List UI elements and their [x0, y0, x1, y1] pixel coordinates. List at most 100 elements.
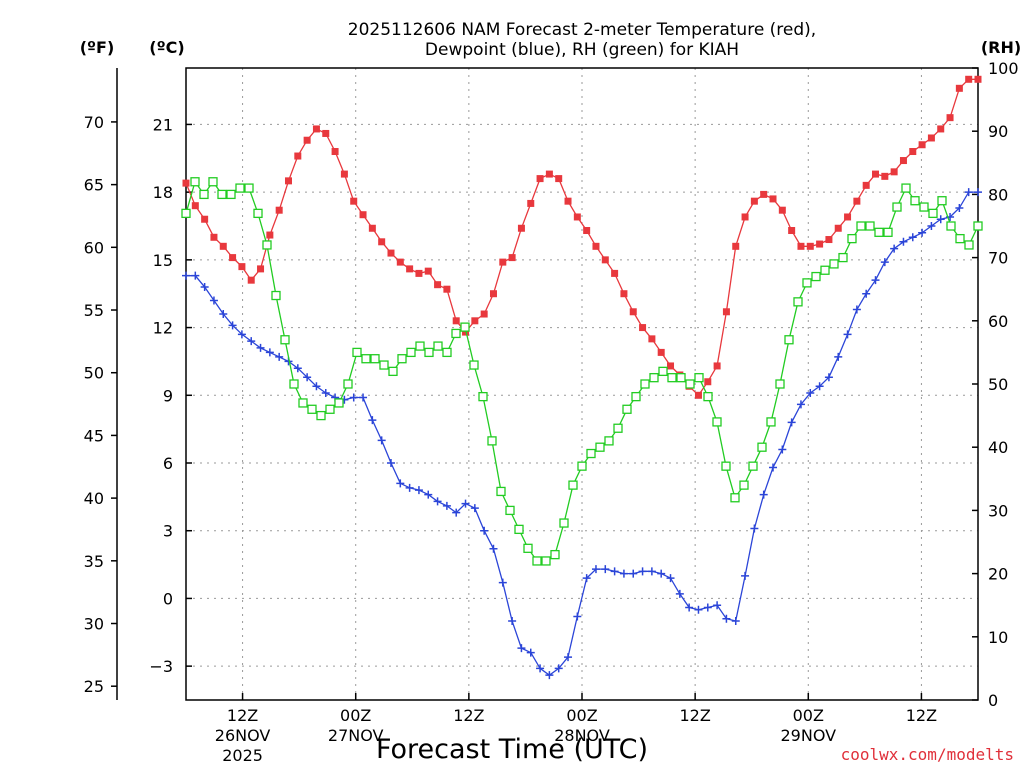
rh-point [460, 322, 470, 332]
rh-point [550, 549, 560, 560]
rh-point [604, 436, 614, 446]
temperature-point [965, 75, 973, 83]
dewpoint-point [545, 671, 554, 680]
dewpoint-point [489, 544, 498, 553]
dewpoint-point [191, 271, 200, 280]
rh-point [847, 233, 857, 244]
dewpoint-point [591, 565, 600, 574]
dewpoint-point [536, 664, 545, 673]
rh-point [532, 556, 542, 566]
rh-point [703, 391, 713, 402]
rh-line [185, 180, 979, 562]
dewpoint-line [186, 191, 978, 677]
dewpoint-point [936, 215, 945, 224]
temperature-point [489, 290, 497, 298]
rh-tick-label: 60 [988, 312, 1008, 331]
temperature-point [359, 211, 367, 219]
rh-point [433, 341, 443, 351]
chart-title-line-1: 2025112606 NAM Forecast 2-meter Temperat… [348, 20, 816, 40]
dewpoint-point [508, 617, 517, 625]
dewpoint-point [815, 382, 824, 391]
dewpoint-point [899, 237, 908, 246]
temperature-point [406, 265, 414, 273]
rh-point [541, 556, 551, 566]
rh-point [442, 347, 452, 358]
dewpoint-point [722, 614, 731, 623]
rh-point [775, 379, 785, 389]
rh-tick-label: 40 [988, 438, 1008, 457]
temperature-point [368, 224, 376, 232]
dewpoint-point [974, 188, 982, 197]
dewpoint-point [452, 508, 461, 517]
temperature-point [741, 213, 749, 221]
dewpoint-point [638, 567, 647, 576]
rh-point [766, 417, 776, 427]
rh-point [919, 202, 929, 212]
temperature-point [387, 249, 395, 257]
dewpoint-point [601, 565, 610, 574]
rh-point [802, 278, 812, 288]
dewpoint-point [228, 321, 237, 330]
temperature-point [834, 224, 842, 232]
temperature-point [201, 215, 209, 223]
rh-point [577, 461, 587, 471]
dewpoint-point [265, 348, 274, 357]
rh-point [388, 366, 398, 377]
celsius-tick-label: 18 [153, 183, 173, 202]
temperature-point [872, 170, 880, 178]
dewpoint-point [275, 352, 284, 361]
rh-point [424, 347, 434, 358]
temperature-point [639, 324, 647, 332]
rh-point [739, 480, 749, 490]
fahrenheit-tick-label: 60 [84, 238, 104, 257]
rh-point [298, 398, 308, 408]
series-dewpoint [182, 188, 982, 680]
temperature-point [750, 197, 758, 205]
temperature-point [443, 285, 451, 293]
fahrenheit-tick-label: 50 [84, 364, 104, 383]
temperature-point [937, 125, 945, 133]
dewpoint-point [359, 393, 368, 402]
rh-point [631, 391, 641, 402]
temperature-point [499, 258, 507, 266]
rh-point [748, 461, 758, 471]
temperature-point [732, 242, 740, 250]
dewpoint-point [564, 653, 573, 662]
celsius-unit-label: (ºC) [149, 38, 184, 57]
temperature-point [331, 148, 339, 156]
rh-point [820, 265, 830, 275]
temperature-point [648, 335, 656, 343]
rh-point [811, 271, 821, 282]
rh-tick-label: 70 [988, 249, 1008, 268]
rh-point [955, 233, 965, 244]
dewpoint-point [880, 258, 889, 267]
temperature-point [517, 224, 525, 232]
dewpoint-point [629, 569, 638, 578]
rh-point [478, 391, 488, 402]
temperature-point [778, 206, 786, 214]
dewpoint-point [321, 389, 330, 398]
rh-point [307, 404, 317, 414]
temperature-point [844, 213, 852, 221]
data-series [181, 75, 983, 680]
rh-tick-label: 0 [988, 691, 998, 710]
rh-point [685, 379, 695, 389]
rh-point [235, 183, 245, 193]
rh-point [469, 360, 479, 370]
rh-point [334, 398, 344, 408]
fahrenheit-tick-label: 65 [84, 176, 104, 195]
temperature-point [508, 254, 516, 262]
dewpoint-point [834, 352, 843, 361]
rh-point [712, 417, 722, 427]
chart-title-line-2: Dewpoint (blue), RH (green) for KIAH [425, 40, 739, 60]
temperature-point [974, 75, 982, 83]
rh-point [289, 379, 299, 389]
dewpoint-point [349, 393, 358, 402]
dewpoint-point [778, 445, 787, 454]
temperature-point [927, 134, 935, 142]
temperature-point [275, 206, 283, 214]
rh-point [973, 221, 983, 231]
dewpoint-point [247, 337, 256, 346]
rh-point [946, 221, 956, 231]
dewpoint-point [796, 400, 805, 409]
